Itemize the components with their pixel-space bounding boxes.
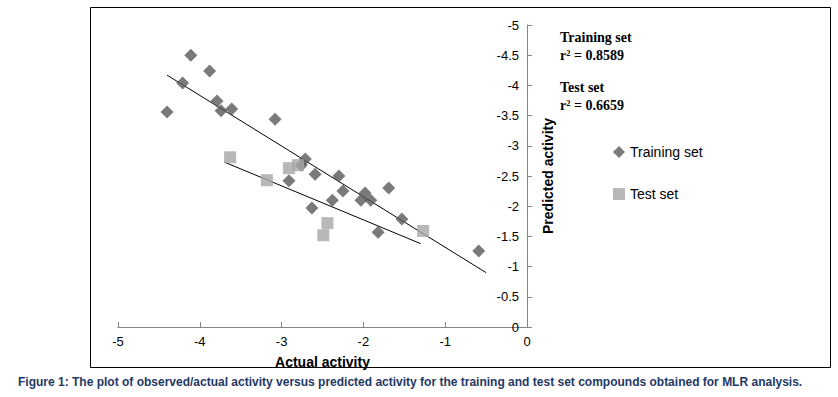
svg-text:-1: -1 [507,259,519,274]
svg-text:r² = 0.6659: r² = 0.6659 [560,98,624,113]
svg-text:Test set: Test set [560,80,605,95]
svg-text:-2: -2 [507,199,519,214]
svg-text:0: 0 [523,334,530,349]
svg-text:Training set: Training set [630,144,703,160]
svg-text:-5: -5 [507,18,519,33]
svg-text:Figure 1: The plot of observed: Figure 1: The plot of observed/actual ac… [18,375,802,389]
svg-text:Training set: Training set [560,30,632,45]
svg-text:-2: -2 [358,334,370,349]
svg-text:-4.5: -4.5 [497,48,519,63]
svg-text:-1: -1 [439,334,451,349]
svg-text:0: 0 [512,320,519,335]
svg-text:-5: -5 [112,334,124,349]
svg-text:Test set: Test set [630,186,678,202]
svg-text:-4: -4 [507,78,519,93]
svg-text:Predicted activity: Predicted activity [540,118,556,234]
svg-text:-3.5: -3.5 [497,108,519,123]
svg-text:-4: -4 [194,334,206,349]
svg-text:-3: -3 [507,138,519,153]
svg-text:Actual activity: Actual activity [275,354,370,370]
svg-text:r² = 0.8589: r² = 0.8589 [560,48,624,63]
svg-text:-2.5: -2.5 [497,169,519,184]
svg-text:-3: -3 [276,334,288,349]
svg-text:-1.5: -1.5 [497,229,519,244]
svg-text:-0.5: -0.5 [497,289,519,304]
